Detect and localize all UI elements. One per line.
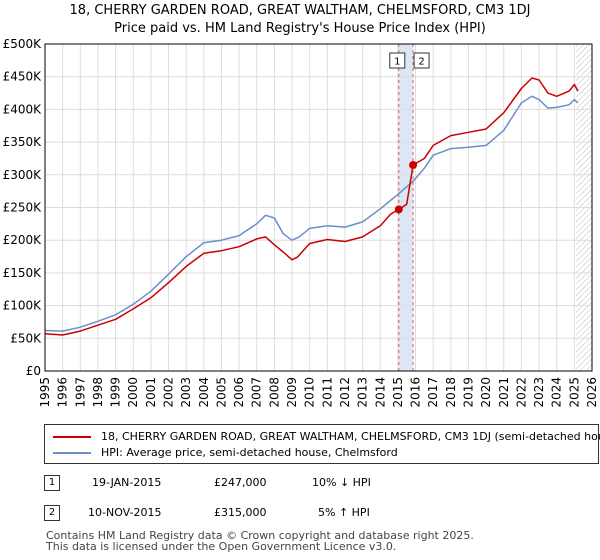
sale-point — [409, 160, 418, 169]
transaction-price: £315,000 — [214, 506, 267, 519]
x-tick-label: 2008 — [267, 377, 281, 408]
x-tick-label: 1995 — [38, 377, 52, 408]
y-tick-label: £100K — [3, 299, 43, 313]
legend-swatch-hpi — [53, 452, 91, 454]
transaction-number-badge: 1 — [44, 475, 60, 491]
y-tick-label: £300K — [3, 168, 43, 182]
plot-frame — [44, 43, 593, 372]
transaction-hpi-change: 5% ↑ HPI — [318, 506, 370, 519]
x-tick-label: 2024 — [550, 377, 564, 408]
x-tick-label: 2014 — [373, 377, 387, 408]
x-tick-label: 2005 — [214, 377, 228, 408]
legend-label-hpi: HPI: Average price, semi-detached house,… — [101, 446, 398, 459]
x-tick-label: 2009 — [285, 377, 299, 408]
y-tick-label: £0 — [26, 364, 41, 378]
transaction-date: 19-JAN-2015 — [92, 476, 162, 489]
x-tick-label: 2001 — [144, 377, 158, 408]
x-tick-label: 2006 — [232, 377, 246, 408]
y-tick-label: £200K — [3, 233, 43, 247]
footer-copyright: Contains HM Land Registry data © Crown c… — [46, 529, 474, 542]
transaction-price: £247,000 — [214, 476, 267, 489]
x-tick-label: 2011 — [320, 377, 334, 408]
transaction-row: 2 10-NOV-2015 £315,000 5% ↑ HPI — [0, 503, 600, 523]
y-tick-label: £350K — [3, 135, 43, 149]
x-tick-label: 2017 — [426, 377, 440, 408]
sale-marker-label: 1 — [394, 57, 400, 68]
transaction-number-badge: 2 — [44, 505, 60, 521]
x-tick-label: 2000 — [126, 377, 140, 408]
legend-item-property: 18, CHERRY GARDEN ROAD, GREAT WALTHAM, C… — [53, 429, 600, 445]
x-tick-label: 2018 — [444, 377, 458, 408]
y-tick-label: £500K — [3, 37, 43, 51]
x-tick-label: 2013 — [356, 377, 370, 408]
x-tick-label: 1999 — [109, 377, 123, 408]
transaction-date: 10-NOV-2015 — [88, 506, 162, 519]
price-chart: £0 £50K £100K £150K £200K £250K £300K £350K £400… — [3, 37, 599, 408]
y-tick-label: £50K — [10, 331, 42, 345]
footer-licence: This data is licensed under the Open Gov… — [46, 540, 397, 553]
x-tick-label: 2022 — [514, 377, 528, 408]
sale-marker-label: 2 — [418, 57, 424, 68]
legend-swatch-property — [53, 436, 91, 438]
sale-marker-badge — [413, 52, 430, 69]
x-tick-label: 2016 — [409, 377, 423, 408]
legend-label-property: 18, CHERRY GARDEN ROAD, GREAT WALTHAM, C… — [101, 430, 600, 443]
x-tick-label: 2007 — [250, 377, 264, 408]
x-tick-label: 1998 — [91, 377, 105, 408]
x-tick-label: 2019 — [461, 377, 475, 408]
transaction-hpi-change: 10% ↓ HPI — [312, 476, 371, 489]
sale-point — [394, 205, 403, 214]
y-tick-label: £150K — [3, 266, 43, 280]
x-tick-label: 2012 — [338, 377, 352, 408]
chart-title-line1: 18, CHERRY GARDEN ROAD, GREAT WALTHAM, C… — [69, 3, 531, 18]
hpi-line — [44, 95, 579, 332]
x-tick-label: 2026 — [585, 377, 599, 408]
x-tick-label: 2020 — [479, 377, 493, 408]
property-price-line — [44, 77, 579, 336]
x-tick-label: 2004 — [197, 377, 211, 408]
x-tick-label: 1996 — [56, 377, 70, 408]
x-tick-label: 2003 — [179, 377, 193, 408]
x-tick-label: 1997 — [73, 377, 87, 408]
y-tick-label: £400K — [3, 102, 43, 116]
x-tick-label: 2015 — [391, 377, 405, 408]
chart-title-line2: Price paid vs. HM Land Registry's House … — [114, 21, 486, 36]
sale-marker-badge — [389, 52, 406, 69]
legend: 18, CHERRY GARDEN ROAD, GREAT WALTHAM, C… — [44, 424, 600, 464]
x-tick-label: 2025 — [567, 377, 581, 408]
y-tick-label: £250K — [3, 201, 43, 215]
x-tick-label: 2023 — [532, 377, 546, 408]
x-tick-label: 2021 — [497, 377, 511, 408]
x-tick-label: 2010 — [303, 377, 317, 408]
legend-item-hpi: HPI: Average price, semi-detached house,… — [53, 445, 398, 461]
y-tick-label: £450K — [3, 70, 43, 84]
x-tick-label: 2002 — [162, 377, 176, 408]
transaction-row: 1 19-JAN-2015 £247,000 10% ↓ HPI — [0, 473, 600, 493]
